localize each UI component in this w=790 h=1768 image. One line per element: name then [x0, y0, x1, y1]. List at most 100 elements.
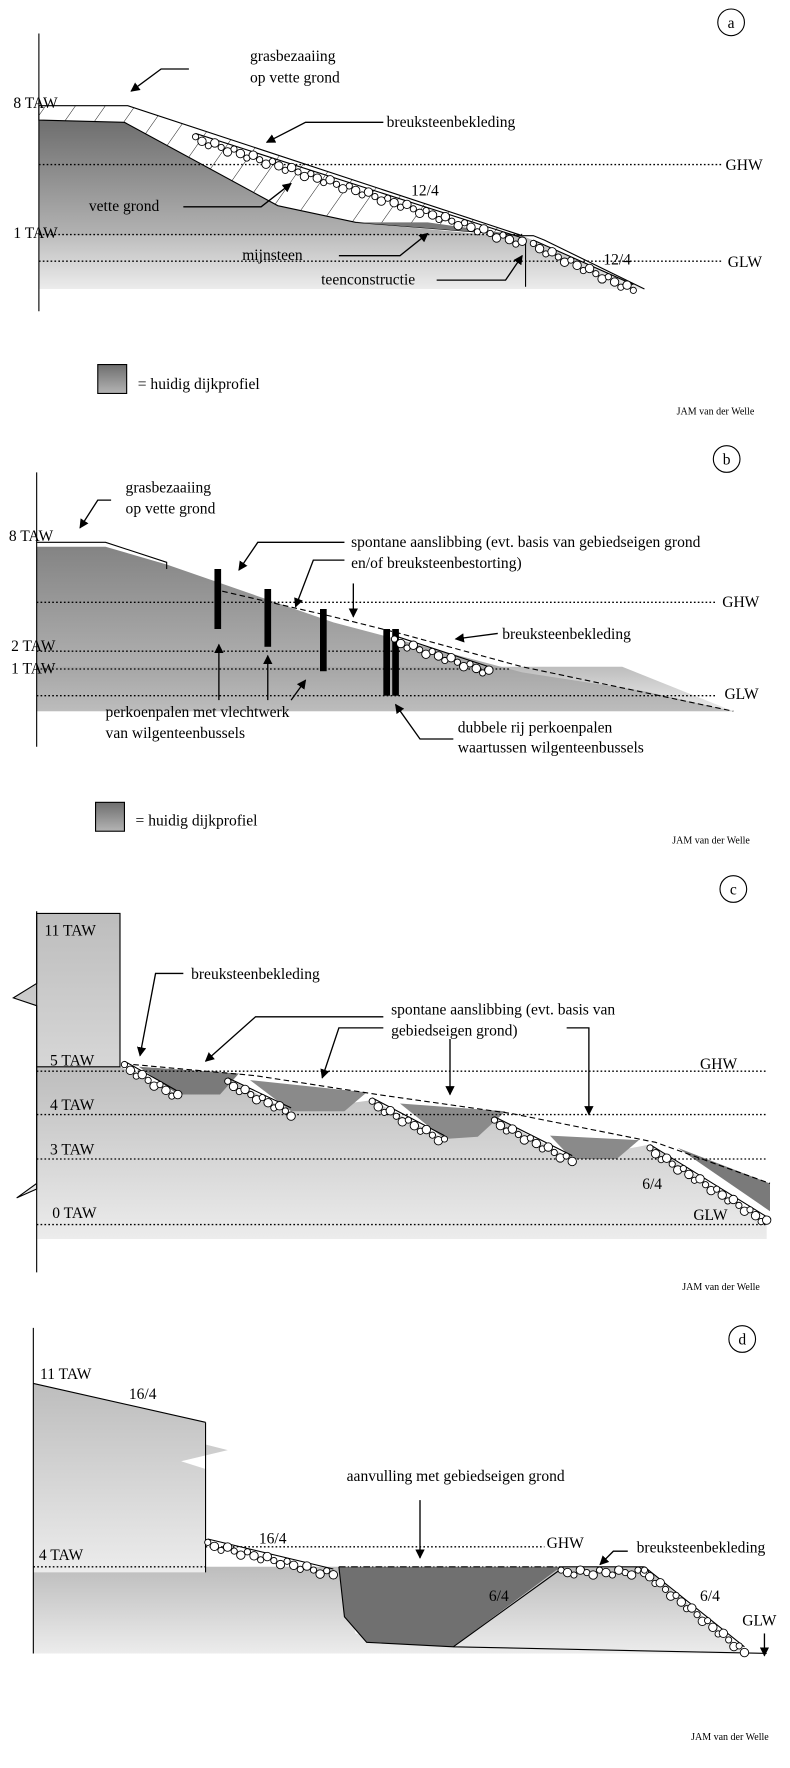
rock — [264, 1099, 272, 1107]
rock — [434, 652, 442, 660]
rock — [585, 264, 593, 272]
credit: JAM van der Welle — [682, 1282, 760, 1293]
rock — [662, 1586, 668, 1592]
annotation: 8 TAW — [13, 95, 58, 112]
rock — [374, 1103, 382, 1111]
rock — [719, 1629, 727, 1637]
rock — [248, 1091, 254, 1097]
rock — [333, 181, 339, 187]
annotation: aanvulling met gebiedseigen grond — [347, 1468, 565, 1485]
rock — [472, 664, 480, 672]
rock — [573, 261, 581, 269]
rock — [229, 1082, 237, 1090]
rock — [563, 1153, 569, 1159]
rock — [641, 1567, 647, 1573]
rock — [385, 195, 391, 201]
rock — [237, 1551, 245, 1559]
rock — [447, 653, 455, 661]
rock — [250, 1552, 258, 1560]
rock — [364, 188, 372, 196]
rock — [467, 223, 475, 231]
annotation: 4 TAW — [39, 1547, 84, 1564]
rock — [441, 212, 449, 220]
rock — [198, 137, 206, 145]
rock — [454, 659, 460, 665]
credit: JAM van der Welle — [672, 835, 750, 846]
rock — [417, 647, 423, 653]
rock — [324, 1568, 330, 1574]
rock — [680, 1165, 686, 1171]
rock — [696, 1175, 704, 1183]
rock — [308, 171, 314, 177]
annotation: 8 TAW — [9, 528, 54, 545]
annotation: 16/4 — [259, 1530, 287, 1547]
rock — [630, 287, 636, 293]
annotation: breuksteenbekleding — [637, 1539, 766, 1556]
rock — [259, 1094, 265, 1100]
rock — [157, 1081, 163, 1087]
rock — [126, 1066, 134, 1074]
annotation: GLW — [693, 1207, 728, 1224]
annotation: GLW — [742, 1613, 777, 1630]
annotation: 6/4 — [489, 1588, 509, 1605]
rock — [351, 186, 359, 194]
rock — [287, 1112, 295, 1120]
rock — [276, 1560, 284, 1568]
rock — [121, 1061, 127, 1067]
rock — [162, 1086, 170, 1094]
rock — [218, 144, 224, 150]
annotation: 3 TAW — [50, 1142, 95, 1159]
rock — [736, 1202, 742, 1208]
annotation: en/of breuksteenbestorting) — [351, 555, 522, 572]
rock — [496, 1121, 504, 1129]
rock — [138, 1070, 146, 1078]
annotation: = huidig dijkprofiel — [136, 813, 259, 830]
annotation: dubbele rij perkoenpalen — [458, 719, 613, 736]
rock — [714, 1186, 720, 1192]
rock — [313, 174, 321, 182]
annotation: breuksteenbekleding — [191, 966, 320, 983]
rock — [429, 648, 435, 654]
rock — [205, 1539, 211, 1545]
annotation: GHW — [700, 1056, 737, 1073]
rock — [589, 1571, 597, 1579]
rock — [461, 220, 467, 226]
annotation: waartussen wilgenteenbussels — [458, 739, 644, 756]
rock — [369, 1098, 375, 1104]
annotation: 6/4 — [642, 1176, 662, 1193]
page: a8 TAW1 TAWGHWGLWgrasbezaaiingop vette g… — [0, 0, 790, 1768]
rock — [410, 206, 416, 212]
rock — [515, 1131, 521, 1137]
annotation: gebiedseigen grond) — [391, 1023, 518, 1040]
rock — [231, 146, 237, 152]
rock — [390, 198, 398, 206]
credit: JAM van der Welle — [677, 407, 755, 418]
annotation: = huidig dijkprofiel — [138, 376, 261, 393]
annotation: GHW — [726, 157, 763, 174]
rock — [391, 636, 397, 642]
rock — [467, 661, 473, 667]
rock — [393, 1113, 399, 1119]
rock — [282, 1108, 288, 1114]
rock — [662, 1154, 670, 1162]
annotation: grasbezaaiing — [250, 48, 336, 65]
rock — [548, 248, 556, 256]
rock — [244, 1549, 250, 1555]
rock — [249, 151, 257, 159]
rock — [263, 1552, 271, 1560]
rock — [568, 257, 574, 263]
annotation: spontane aanslibbing (evt. basis van — [391, 1002, 615, 1019]
rock — [487, 230, 493, 236]
panel-label: a — [728, 15, 735, 32]
rock — [485, 666, 493, 674]
rock — [627, 1571, 635, 1579]
rock — [508, 1125, 516, 1133]
rock — [271, 1557, 277, 1563]
rock — [326, 176, 334, 184]
rock — [428, 211, 436, 219]
rock — [256, 157, 262, 163]
rock — [211, 139, 219, 147]
rock — [623, 281, 631, 289]
rock — [329, 1571, 337, 1579]
panel-label: d — [738, 1332, 746, 1349]
